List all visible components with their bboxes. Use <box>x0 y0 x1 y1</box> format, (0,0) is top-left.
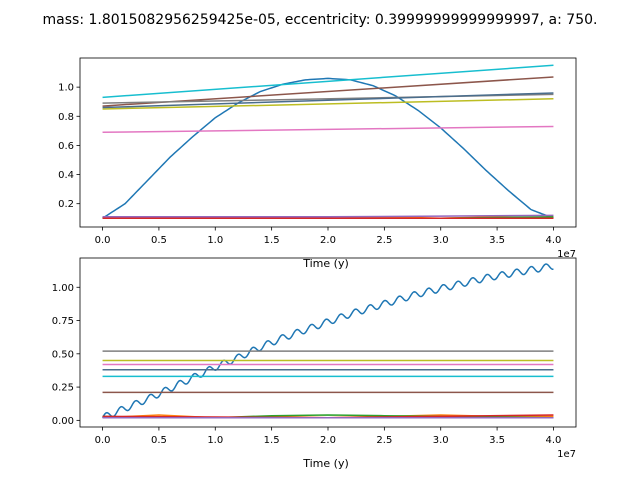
y-tick-label: 0.50 <box>52 349 74 360</box>
x-tick-label: 1.5 <box>264 435 280 446</box>
y-tick-label: 0.2 <box>58 199 74 210</box>
x-tick-label: 2.5 <box>376 235 392 246</box>
bottom-subplot: 0.0 0.5 1.0 1.5 2.0 2.5 3.0 3.5 4.0 0.00 0.25 0.50 0… <box>52 257 577 470</box>
series-line-11 <box>102 92 554 109</box>
y-tick-label: 0.4 <box>58 170 74 181</box>
y-tick-label: 1.0 <box>58 83 74 94</box>
y-tick-label: 1.00 <box>52 283 74 294</box>
y-tick-label: 0.8 <box>58 112 74 123</box>
series-line-10 <box>102 64 554 99</box>
x-tick-label: 2.0 <box>320 235 336 246</box>
x-offset-label: 1e7 <box>557 449 576 460</box>
series-group <box>101 263 554 419</box>
y-tick-label: 0.00 <box>52 416 74 427</box>
figure-title: mass: 1.8015082956259425e-05, eccentrici… <box>43 12 598 28</box>
x-tick-label: 2.5 <box>376 435 392 446</box>
x-tick-label: 1.0 <box>207 435 223 446</box>
x-offset-label: 1e7 <box>557 249 576 260</box>
y-tick-label: 0.6 <box>58 141 74 152</box>
x-tick-label: 0.0 <box>95 435 111 446</box>
series-group <box>102 64 554 220</box>
x-tick-label: 2.0 <box>320 435 336 446</box>
series-line-7 <box>102 125 554 134</box>
top-subplot: 0.0 0.5 1.0 1.5 2.0 2.5 3.0 3.5 4.0 0.2 0.4 0.6 0.8 1… <box>58 57 577 270</box>
x-tick-label: 3.5 <box>489 235 505 246</box>
y-tick-label: 0.75 <box>52 316 74 327</box>
series-line-1 <box>101 263 554 419</box>
x-tick-label: 3.5 <box>489 435 505 446</box>
x-tick-label: 1.5 <box>264 235 280 246</box>
x-tick-label: 0.0 <box>95 235 111 246</box>
x-tick-label: 0.5 <box>151 235 167 246</box>
x-axis-label: Time (y) <box>302 457 349 470</box>
y-tick-label: 0.25 <box>52 383 74 394</box>
x-tick-label: 4.0 <box>546 235 562 246</box>
x-axis-label: Time (y) <box>302 257 349 270</box>
x-tick-label: 4.0 <box>546 435 562 446</box>
series-line-5 <box>102 214 554 218</box>
x-tick-label: 3.0 <box>433 435 449 446</box>
series-line-9 <box>102 98 554 110</box>
x-tick-label: 0.5 <box>151 435 167 446</box>
x-tick-label: 3.0 <box>433 235 449 246</box>
x-tick-label: 1.0 <box>207 235 223 246</box>
series-line-1 <box>102 77 554 219</box>
